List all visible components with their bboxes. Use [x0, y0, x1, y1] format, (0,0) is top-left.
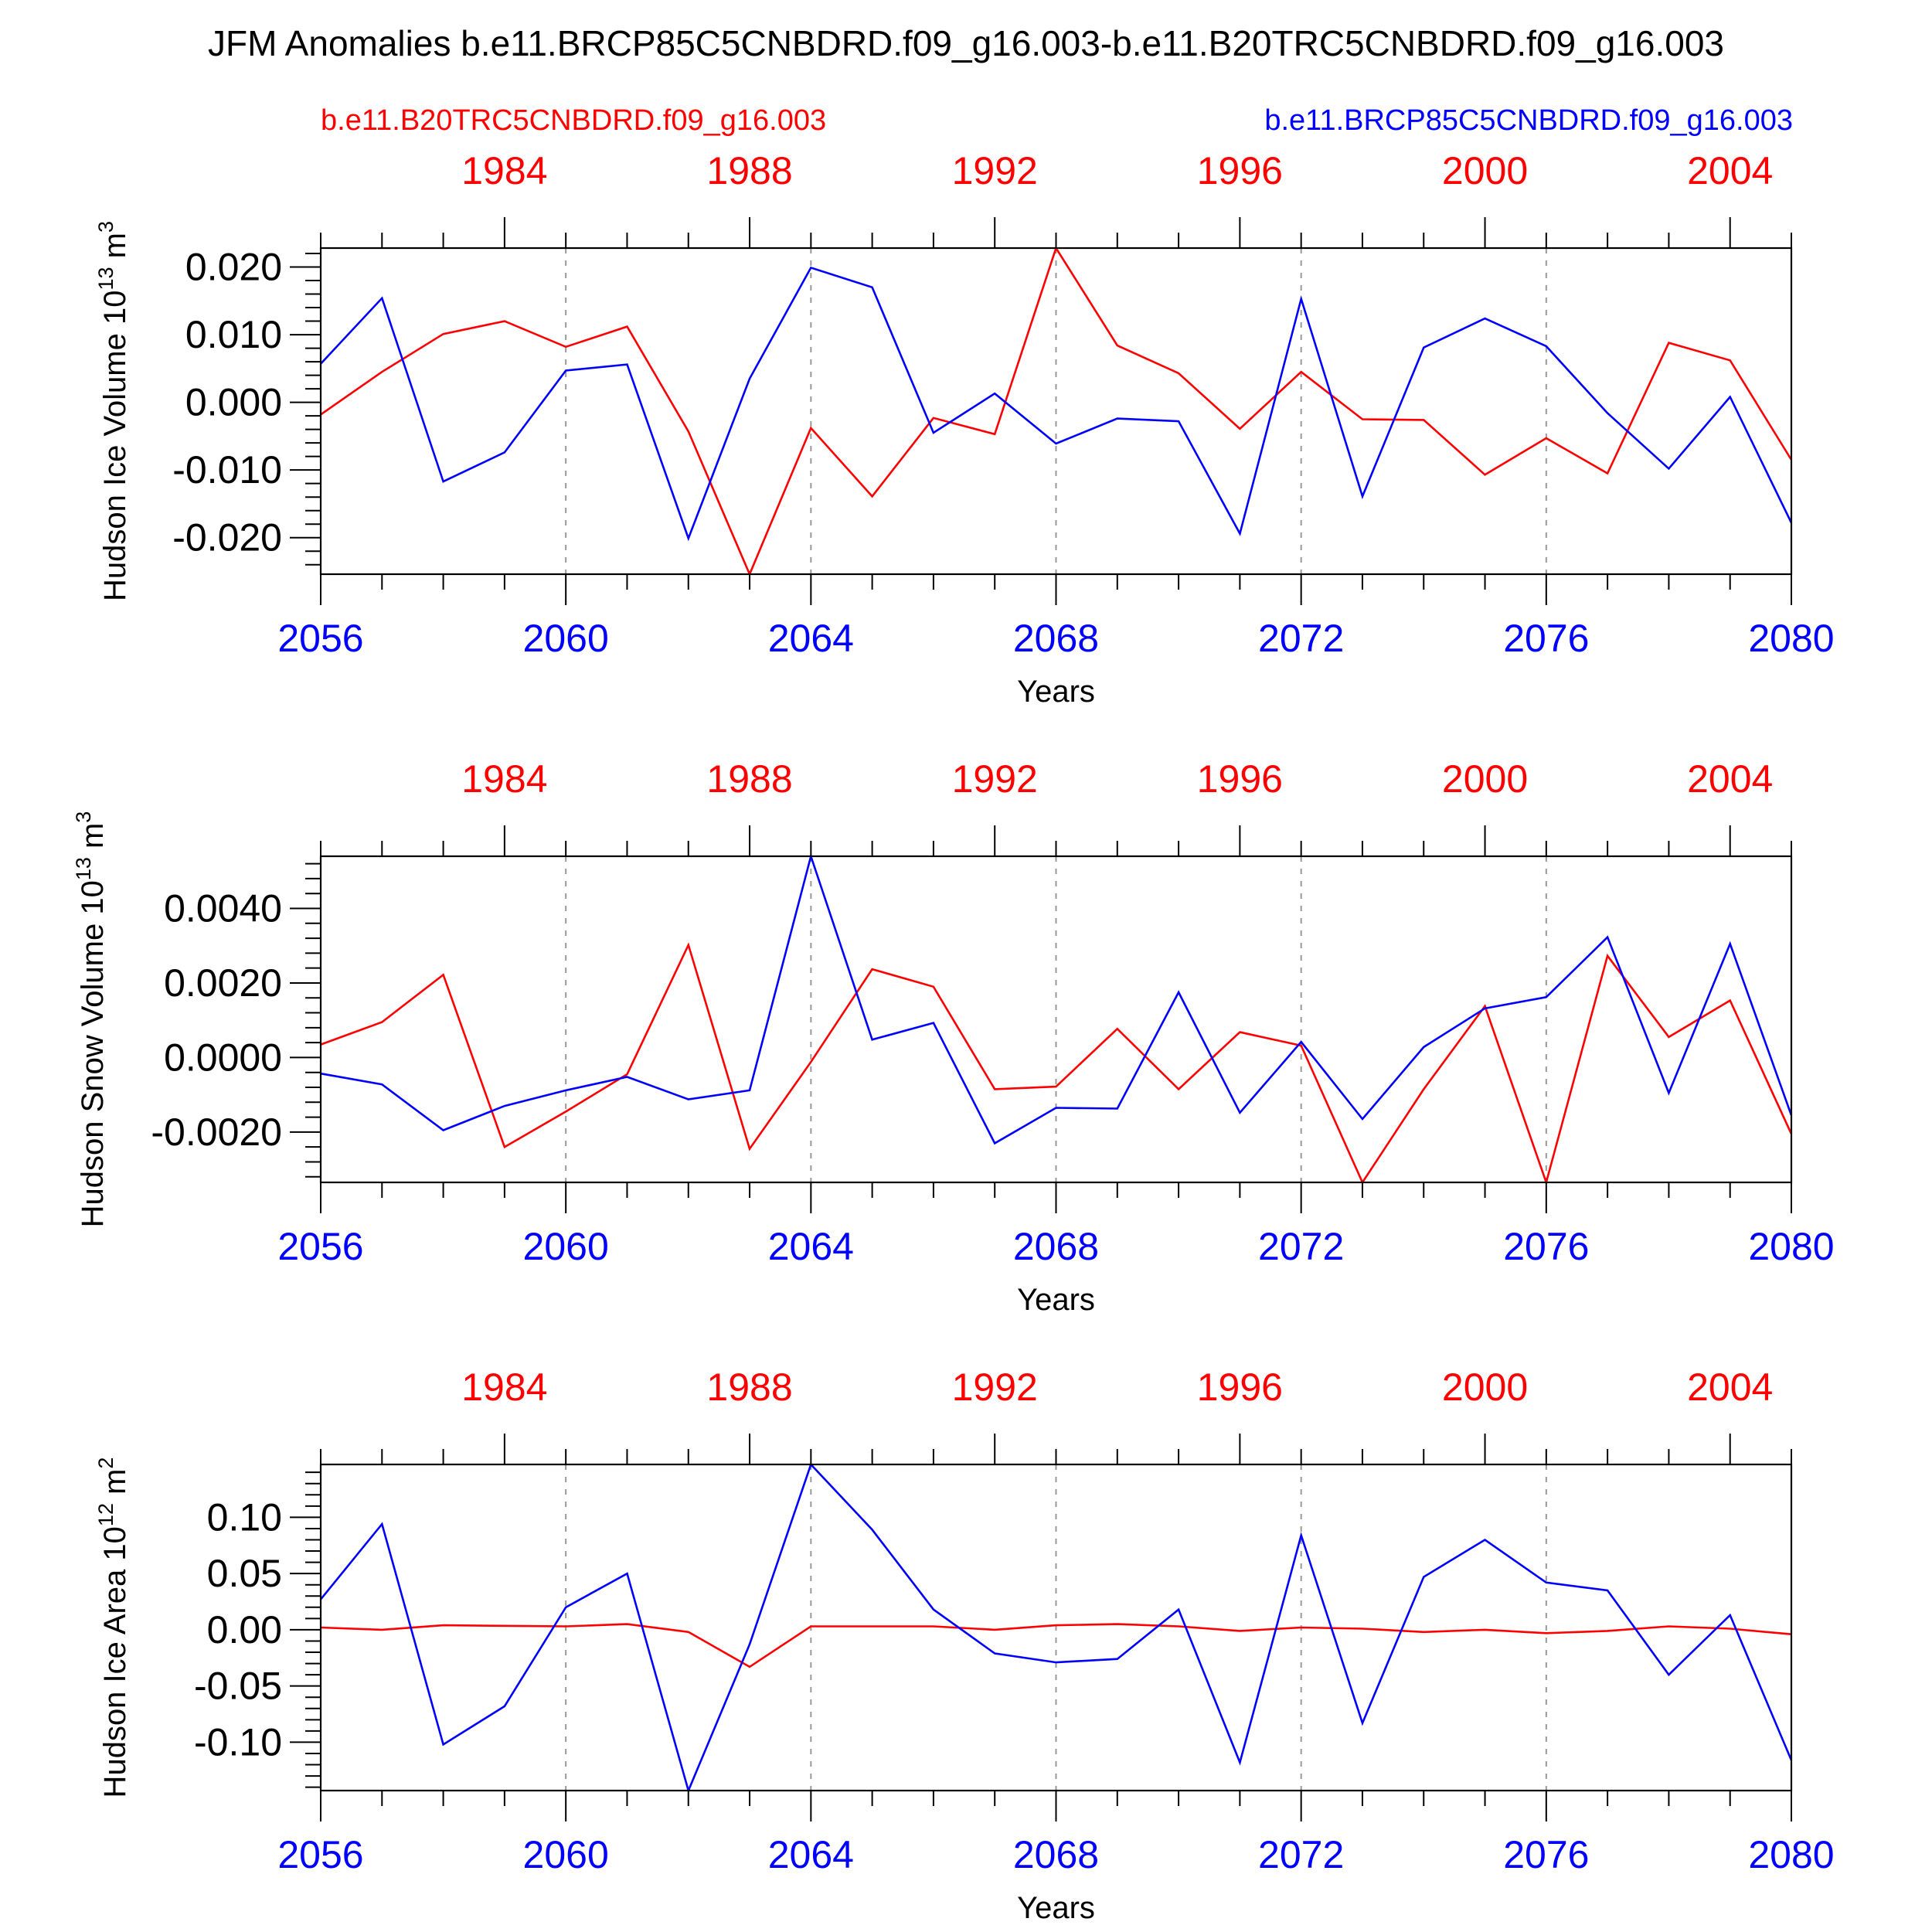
- x-tick-label-bottom: 2068: [1013, 1225, 1099, 1268]
- x-tick-label-top: 1992: [952, 1366, 1038, 1409]
- x-axis-label: Years: [1017, 675, 1095, 709]
- series-line-red: [320, 1623, 1792, 1668]
- x-tick-label-bottom: 2072: [1258, 617, 1344, 660]
- x-tick-label-bottom: 2056: [277, 1833, 363, 1876]
- x-tick-label-bottom: 2064: [768, 1225, 854, 1268]
- x-tick-label-bottom: 2076: [1503, 617, 1589, 660]
- panel-3: 2056 2060 2064 2068 2072 2076 2080 Years 1984 198…: [94, 1366, 1835, 1925]
- x-tick-label-top: 1984: [461, 1366, 547, 1409]
- y-axis-label-exponent: 13: [94, 267, 117, 290]
- x-tick-label-bottom: 2056: [277, 617, 363, 660]
- x-tick-label-top: 1996: [1197, 1366, 1283, 1409]
- y-tick-label: 0.010: [185, 313, 282, 356]
- y-axis-label: Hudson Snow Volume 1013 m3: [72, 811, 110, 1228]
- x-tick-label-bottom: 2080: [1748, 1833, 1834, 1876]
- x-tick-label-top: 2004: [1687, 1366, 1773, 1409]
- x-tick-label-top: 2000: [1442, 757, 1528, 801]
- figure-title: JFM Anomalies b.e11.BRCP85C5CNBDRD.f09_g…: [208, 23, 1724, 63]
- y-tick-label: 0.00: [207, 1608, 282, 1651]
- legend-blue-label: b.e11.BRCP85C5CNBDRD.f09_g16.003: [1264, 104, 1793, 137]
- x-tick-label-top: 2004: [1687, 149, 1773, 192]
- x-tick-label-top: 1992: [952, 149, 1038, 192]
- x-tick-label-top: 2000: [1442, 1366, 1528, 1409]
- y-tick-label: -0.10: [194, 1720, 282, 1764]
- y-tick-label: 0.0040: [164, 887, 282, 930]
- x-tick-label-bottom: 2076: [1503, 1225, 1589, 1268]
- x-tick-label-top: 2000: [1442, 149, 1528, 192]
- x-tick-label-top: 1984: [461, 149, 547, 192]
- y-tick-label: 0.0000: [164, 1036, 282, 1079]
- x-tick-label-bottom: 2060: [523, 617, 609, 660]
- x-tick-label-top: 1996: [1197, 757, 1283, 801]
- legend-red-label: b.e11.B20TRC5CNBDRD.f09_g16.003: [321, 104, 826, 137]
- y-tick-label: 0.020: [185, 246, 282, 289]
- x-tick-label-top: 1992: [952, 757, 1038, 801]
- y-axis-label: Hudson Ice Area 1012 m2: [94, 1458, 132, 1798]
- y-tick-label: -0.020: [172, 516, 282, 560]
- x-tick-label-bottom: 2060: [523, 1833, 609, 1876]
- x-axis-label: Years: [1017, 1283, 1095, 1317]
- x-tick-label-top: 1984: [461, 757, 547, 801]
- y-axis-label-exponent: 12: [94, 1503, 117, 1526]
- y-tick-label: -0.010: [172, 448, 282, 492]
- x-tick-label-bottom: 2064: [768, 617, 854, 660]
- series-line-blue: [319, 1462, 1793, 1794]
- x-tick-label-bottom: 2068: [1013, 617, 1099, 660]
- x-tick-label-bottom: 2056: [277, 1225, 363, 1268]
- y-tick-label: 0.0020: [164, 961, 282, 1005]
- panel-2: 2056 2060 2064 2068 2072 2076 2080 Years 1984 198…: [72, 757, 1835, 1317]
- series-line-blue: [320, 266, 1793, 542]
- x-tick-label-top: 1988: [706, 149, 792, 192]
- y-tick-label: 0.000: [185, 381, 282, 424]
- y-axis-label-unit: m: [98, 233, 132, 267]
- x-tick-label-bottom: 2064: [768, 1833, 854, 1876]
- x-tick-label-top: 1996: [1197, 149, 1283, 192]
- x-tick-label-top: 2004: [1687, 757, 1773, 801]
- y-tick-label: -0.0020: [151, 1111, 282, 1154]
- x-tick-label-bottom: 2068: [1013, 1833, 1099, 1876]
- x-tick-label-bottom: 2080: [1748, 617, 1834, 660]
- y-axis-label-main: Hudson Ice Area 10: [98, 1526, 132, 1798]
- y-axis-label-main: Hudson Snow Volume 10: [76, 880, 110, 1227]
- series-line-blue: [320, 852, 1793, 1145]
- x-tick-label-top: 1988: [706, 1366, 792, 1409]
- y-axis-label-unit: m: [76, 823, 110, 857]
- x-tick-label-bottom: 2072: [1258, 1833, 1344, 1876]
- y-tick-label: -0.05: [194, 1665, 282, 1708]
- x-tick-label-bottom: 2060: [523, 1225, 609, 1268]
- x-axis-label: Years: [1017, 1891, 1095, 1925]
- x-tick-label-top: 1988: [706, 757, 792, 801]
- x-tick-label-bottom: 2072: [1258, 1225, 1344, 1268]
- y-tick-label: 0.05: [207, 1552, 282, 1595]
- y-axis-label-unit: m: [98, 1469, 132, 1503]
- y-axis-label-unit-exponent: 3: [94, 221, 117, 233]
- x-tick-label-bottom: 2076: [1503, 1833, 1589, 1876]
- y-axis-label-exponent: 13: [72, 857, 95, 880]
- y-axis-label-unit-exponent: 3: [72, 811, 95, 823]
- y-tick-label: 0.10: [207, 1495, 282, 1539]
- y-axis-label-main: Hudson Ice Volume 10: [98, 291, 132, 601]
- y-axis-label: Hudson Ice Volume 1013 m3: [94, 221, 132, 601]
- x-tick-label-bottom: 2080: [1748, 1225, 1834, 1268]
- y-axis-label-unit-exponent: 2: [94, 1458, 117, 1469]
- panel-1: 2056 2060 2064 2068 2072 2076 2080 Years 1984 198…: [94, 149, 1835, 709]
